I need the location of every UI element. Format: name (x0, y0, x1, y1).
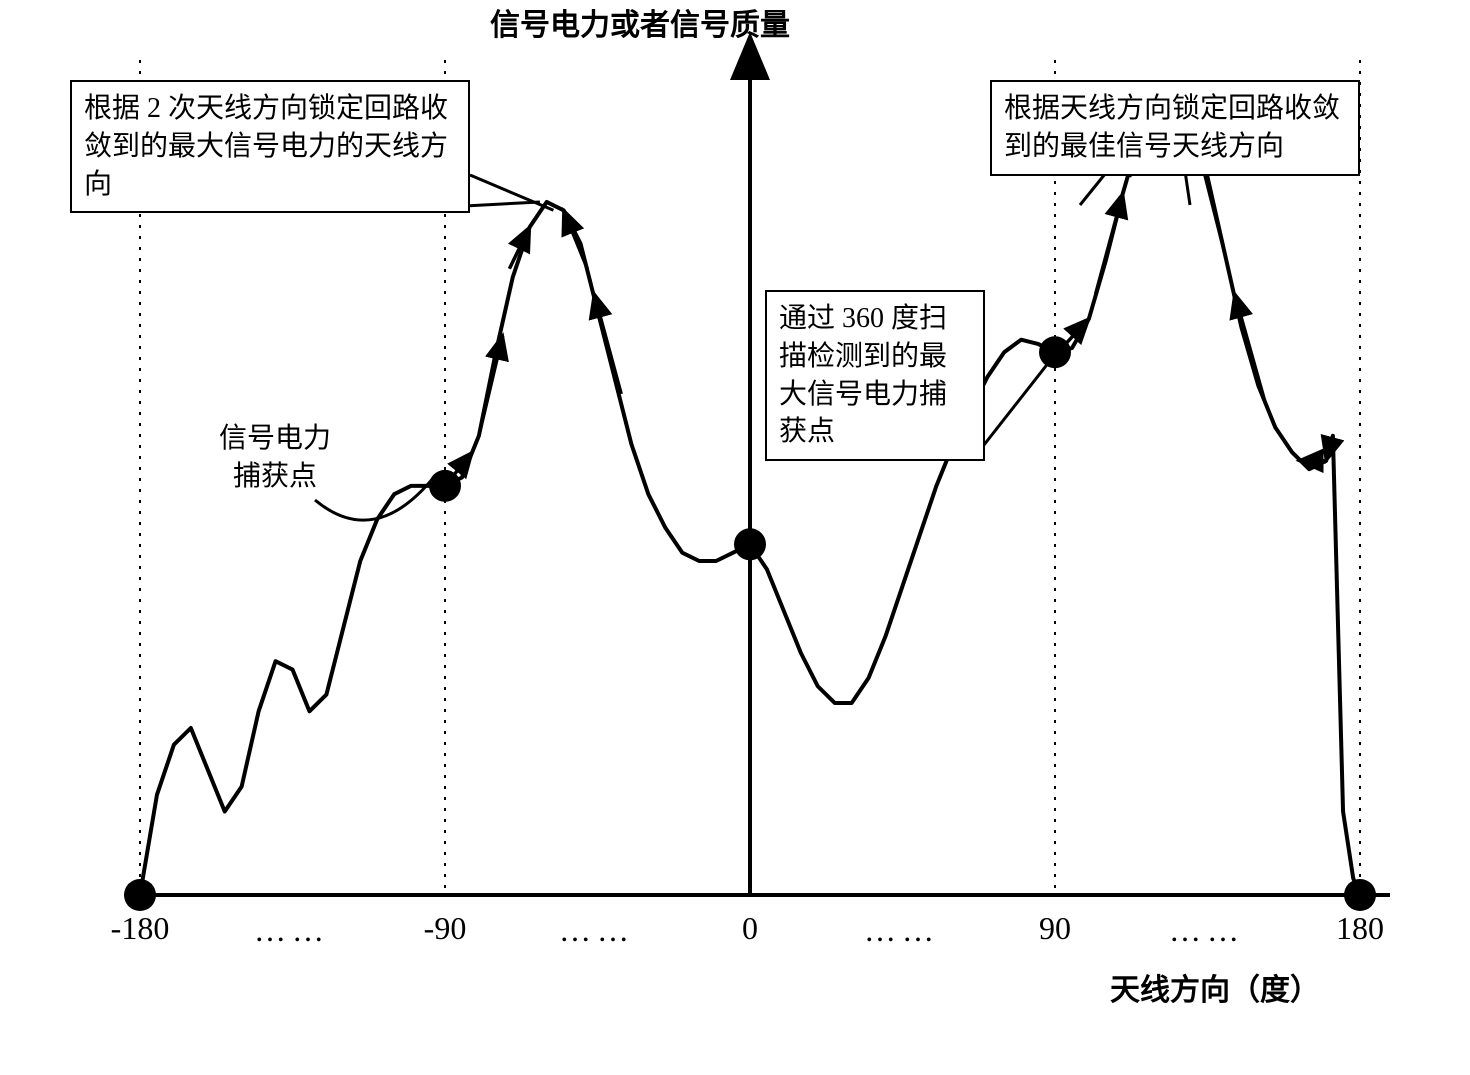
dots-1: …… (559, 912, 635, 949)
annot-left-label: 信号电力 捕获点 (190, 420, 360, 496)
xtick-0: -180 (111, 910, 170, 947)
annot-left-box: 根据 2 次天线方向锁定回路收敛到的最大信号电力的天线方向 (70, 80, 470, 213)
xtick-4: 180 (1336, 910, 1384, 947)
x-axis-label: 天线方向（度） (1110, 965, 1320, 1009)
xtick-2: 0 (742, 910, 758, 947)
xtick-1: -90 (424, 910, 467, 947)
xtick-3: 90 (1039, 910, 1071, 947)
dots-3: …… (1169, 912, 1245, 949)
dots-0: …… (254, 912, 330, 949)
dots-2: …… (864, 912, 940, 949)
chart-container: 信号电力或者信号质量 -180 -90 0 90 180 …… …… …… ……… (60, 0, 1410, 1075)
annot-right-box: 根据天线方向锁定回路收敛到的最佳信号天线方向 (990, 80, 1360, 176)
annot-center-box: 通过 360 度扫描检测到的最大信号电力捕获点 (765, 290, 985, 461)
